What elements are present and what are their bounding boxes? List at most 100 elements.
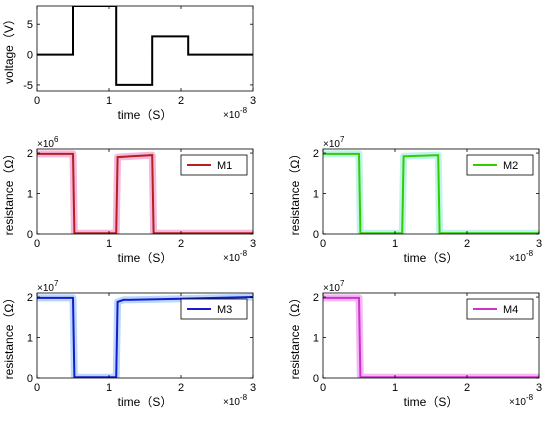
x-axis-label-m1: time（S）: [118, 251, 173, 265]
y-tick-label-m3-0: 0: [27, 373, 33, 385]
series-line-voltage-0: [37, 6, 253, 86]
x-exponent-m3: ×10-8: [223, 393, 248, 408]
series-line-m3-0: [37, 296, 253, 378]
x-tick-label-m2-2: 2: [464, 238, 470, 250]
axes-box-m1: [36, 148, 254, 235]
y-axis-label-m3: resistance（Ω）: [2, 292, 16, 380]
y-tick-label-m1-0: 0: [27, 229, 33, 241]
y-tick-label-m1-2: 2: [27, 148, 33, 160]
x-exponent-power-m2: -8: [526, 249, 534, 258]
y-tick-label-voltage-0: -5: [23, 80, 33, 92]
y-axis-label-m1: resistance（Ω）: [2, 148, 16, 236]
x-exponent-base-voltage: ×10: [223, 110, 240, 121]
x-tick-label-m3-2: 2: [178, 382, 184, 394]
x-tick-label-m3-1: 1: [106, 382, 112, 394]
y-exponent-power-m4: 7: [340, 279, 345, 288]
legend-m1: M1: [180, 154, 248, 176]
y-exponent-power-m1: 6: [54, 135, 59, 144]
y-exponent-power-m3: 7: [54, 279, 59, 288]
axes-box-m3: [36, 292, 254, 379]
x-exponent-base-m1: ×10: [223, 253, 240, 264]
series-line-m4-0: [323, 296, 539, 378]
legend-box-m3: [180, 298, 248, 320]
y-tick-label-voltage-1: 0: [27, 50, 33, 62]
x-axis-label-m4: time（S）: [404, 395, 459, 409]
legend-label-m2: M2: [503, 160, 518, 172]
y-tick-label-m1-1: 1: [27, 189, 33, 201]
x-exponent-power-m3: -8: [240, 393, 248, 402]
x-tick-label-m4-0: 0: [320, 382, 326, 394]
y-tick-label-m4-0: 0: [313, 373, 319, 385]
y-exponent-power-m2: 7: [340, 135, 345, 144]
x-tick-label-m2-0: 0: [320, 238, 326, 250]
y-exponent-m1: ×106: [37, 135, 59, 150]
x-exponent-m4: ×10-8: [509, 393, 534, 408]
x-tick-label-m1-1: 1: [106, 238, 112, 250]
y-exponent-m2: ×107: [323, 135, 345, 150]
x-exponent-base-m3: ×10: [223, 397, 240, 408]
y-tick-label-m2-0: 0: [313, 229, 319, 241]
y-tick-label-m2-1: 1: [313, 189, 319, 201]
x-tick-label-voltage-1: 1: [106, 95, 112, 107]
x-tick-label-m4-1: 1: [392, 382, 398, 394]
x-exponent-power-m4: -8: [526, 393, 534, 402]
y-axis-label-m4: resistance（Ω）: [288, 292, 302, 380]
y-tick-label-m4-1: 1: [313, 333, 319, 345]
x-axis-label-m2: time（S）: [404, 251, 459, 265]
legend-label-m3: M3: [217, 304, 232, 316]
y-exponent-base-m3: ×10: [37, 283, 54, 294]
x-tick-label-m2-1: 1: [392, 238, 398, 250]
legend-m4: M4: [466, 298, 534, 320]
x-tick-label-m4-2: 2: [464, 382, 470, 394]
axes-box-voltage: [36, 5, 254, 92]
x-axis-label-m3: time（S）: [118, 395, 173, 409]
y-tick-label-m4-2: 2: [313, 292, 319, 304]
y-exponent-m4: ×107: [323, 279, 345, 294]
series-line-m2-0: [323, 152, 539, 234]
legend-label-m1: M1: [217, 160, 232, 172]
y-axis-label-voltage: voltage（V）: [2, 13, 16, 84]
x-exponent-power-m1: -8: [240, 249, 248, 258]
y-exponent-base-m4: ×10: [323, 283, 340, 294]
x-exponent-base-m2: ×10: [509, 253, 526, 264]
legend-box-m2: [466, 154, 534, 176]
x-exponent-m1: ×10-8: [223, 249, 248, 264]
x-exponent-power-voltage: -8: [240, 106, 248, 115]
x-exponent-voltage: ×10-8: [223, 106, 248, 121]
x-tick-label-voltage-0: 0: [34, 95, 40, 107]
legend-m3: M3: [180, 298, 248, 320]
axes-box-m2: [322, 148, 540, 235]
legend-label-m4: M4: [503, 304, 518, 316]
y-tick-label-m2-2: 2: [313, 148, 319, 160]
series-line-m1-0: [37, 152, 253, 234]
x-tick-label-m1-3: 3: [250, 238, 256, 250]
legend-m2: M2: [466, 154, 534, 176]
legend-box-m1: [180, 154, 248, 176]
x-exponent-base-m4: ×10: [509, 397, 526, 408]
x-tick-label-m3-0: 0: [34, 382, 40, 394]
x-tick-label-m1-0: 0: [34, 238, 40, 250]
legend-box-m4: [466, 298, 534, 320]
x-tick-label-m2-3: 3: [536, 238, 542, 250]
x-tick-label-m3-3: 3: [250, 382, 256, 394]
y-axis-label-m2: resistance（Ω）: [288, 148, 302, 236]
y-exponent-base-m2: ×10: [323, 139, 340, 150]
y-exponent-base-m1: ×10: [37, 139, 54, 150]
x-exponent-m2: ×10-8: [509, 249, 534, 264]
x-axis-label-voltage: time（S）: [118, 108, 173, 122]
x-tick-label-m1-2: 2: [178, 238, 184, 250]
y-exponent-m3: ×107: [37, 279, 59, 294]
x-tick-label-m4-3: 3: [536, 382, 542, 394]
x-tick-label-voltage-3: 3: [250, 95, 256, 107]
y-tick-label-voltage-2: 5: [27, 19, 33, 31]
x-tick-label-voltage-2: 2: [178, 95, 184, 107]
axes-box-m4: [322, 292, 540, 379]
y-tick-label-m3-2: 2: [27, 292, 33, 304]
y-tick-label-m3-1: 1: [27, 333, 33, 345]
